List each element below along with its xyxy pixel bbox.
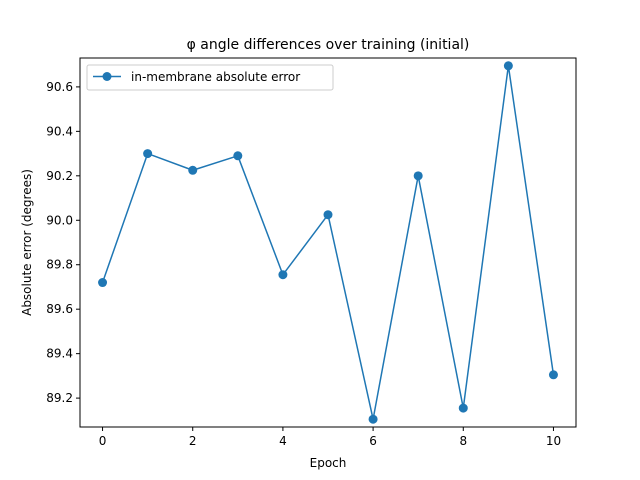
data-point <box>413 171 423 181</box>
data-point <box>143 149 153 159</box>
legend-marker <box>102 72 112 81</box>
x-tick-label: 4 <box>279 434 287 448</box>
x-tick-label: 0 <box>99 434 107 448</box>
plot-frame <box>79 57 577 428</box>
data-point <box>503 61 513 71</box>
legend-label: in-membrane absolute error <box>131 70 300 84</box>
data-point <box>188 165 198 175</box>
y-tick-label: 90.4 <box>46 124 73 138</box>
y-tick-label: 90.0 <box>46 213 73 227</box>
data-point <box>323 210 333 220</box>
data-point <box>278 270 288 280</box>
x-axis-label: Epoch <box>310 456 347 470</box>
legend-box <box>86 64 334 91</box>
plot-area <box>80 58 576 427</box>
x-tick-label: 6 <box>369 434 377 448</box>
y-tick-label: 90.2 <box>46 169 73 183</box>
y-tick-label: 89.2 <box>46 391 73 405</box>
data-point <box>98 278 108 288</box>
x-tick-label: 8 <box>459 434 467 448</box>
x-tick-label: 2 <box>189 434 197 448</box>
chart-title: φ angle differences over training (initi… <box>187 37 470 53</box>
legend: in-membrane absolute error <box>86 64 334 91</box>
y-tick-label: 90.6 <box>46 80 73 94</box>
data-point <box>233 151 243 161</box>
y-tick-label: 89.8 <box>46 258 73 272</box>
data-point <box>458 403 468 413</box>
x-tick-label: 10 <box>546 434 561 448</box>
data-point <box>368 414 378 424</box>
y-axis-label: Absolute error (degrees) <box>20 169 34 316</box>
data-point <box>548 370 558 380</box>
y-tick-label: 89.4 <box>46 347 73 361</box>
y-tick-label: 89.6 <box>46 302 73 316</box>
